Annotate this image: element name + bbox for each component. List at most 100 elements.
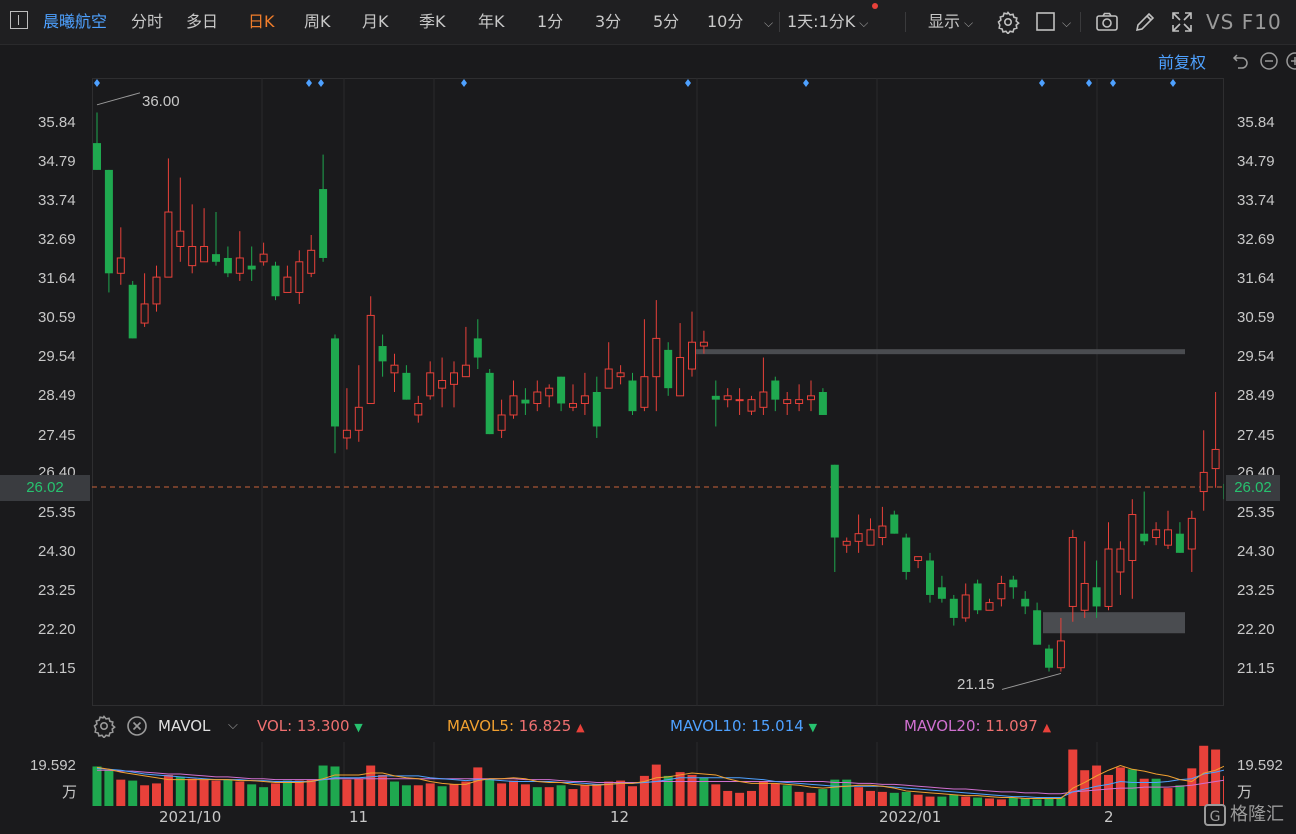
candle-body (271, 265, 280, 297)
period-more-chevron-icon[interactable]: ⌵ (764, 16, 774, 30)
tab-weekly-k[interactable]: 周K (304, 12, 331, 31)
kline-chart[interactable] (92, 78, 1224, 706)
volume-bar (866, 790, 875, 806)
zoom-out-icon[interactable] (1259, 51, 1279, 71)
chevron-down-icon: ⌵ (859, 16, 869, 30)
tab-1min[interactable]: 1分 (537, 12, 564, 31)
sidebar-toggle-icon[interactable] (10, 11, 28, 29)
volume-bar (901, 791, 911, 806)
tab-quarterly-k[interactable]: 季K (419, 12, 446, 31)
multi-period-label: 1天:1分K (787, 12, 856, 31)
tab-10min[interactable]: 10分 (707, 12, 744, 31)
notification-dot (872, 3, 878, 9)
volume-bar (104, 770, 114, 806)
volume-bar (473, 767, 483, 806)
display-label: 显示 (928, 12, 961, 31)
candle-body (1211, 448, 1220, 470)
event-marker-icon (306, 79, 312, 87)
volume-bar (747, 790, 756, 806)
candle-body (1128, 514, 1137, 561)
indicator-chevron-down-icon[interactable]: ⌵ (228, 718, 238, 733)
volume-bar (1199, 745, 1209, 806)
volume-bar (366, 765, 376, 806)
tab-duori[interactable]: 多日 (186, 12, 219, 31)
volume-bar (711, 784, 721, 806)
price-tick-label: 31.64 (38, 270, 76, 287)
candle-body (176, 230, 185, 247)
volume-bar (485, 778, 495, 806)
price-tick-label: 28.49 (38, 387, 76, 404)
kline-chart-frame[interactable] (92, 78, 1224, 706)
candle-body (295, 261, 304, 293)
candle-body (1187, 517, 1196, 550)
volume-bar (1211, 749, 1221, 806)
tab-fenshi[interactable]: 分时 (131, 12, 164, 31)
indicator-name[interactable]: MAVOL (158, 717, 211, 735)
volume-chart[interactable] (92, 742, 1224, 806)
price-tick-label: 25.35 (38, 504, 76, 521)
up-arrow-icon: ▲ (1042, 721, 1052, 734)
volume-bar (663, 775, 673, 806)
candle-body (807, 395, 815, 401)
candle-body (212, 254, 220, 262)
tab-daily-k[interactable]: 日K (248, 12, 275, 31)
mavol5-readout: MAVOL5: 16.825 ▲ (447, 710, 585, 742)
current-price-tag-left: 26.02 (0, 475, 90, 501)
camera-icon[interactable] (1095, 10, 1119, 34)
settings-gear-icon[interactable] (996, 10, 1020, 35)
display-dropdown[interactable]: 显示 ⌵ (928, 0, 973, 44)
candle-body (1104, 548, 1113, 607)
price-tick-label: 27.45 (1237, 427, 1275, 444)
candle-body (604, 368, 613, 389)
candle-body (902, 537, 911, 572)
volume-bar (818, 789, 828, 806)
volume-bar (175, 776, 185, 806)
multi-period-dropdown[interactable]: 1天:1分K ⌵ (787, 0, 868, 44)
stock-name[interactable]: 晨曦航空 (43, 12, 108, 31)
volume-bar (330, 766, 340, 806)
volume-bar (687, 774, 697, 806)
tab-5min[interactable]: 5分 (653, 12, 680, 31)
candle-body (545, 387, 554, 397)
volume-bar (223, 779, 233, 806)
gap-zone-upper (688, 349, 1185, 355)
mavol10-line (96, 767, 1224, 799)
indicator-settings-icon[interactable] (92, 714, 116, 739)
candle-body (1021, 598, 1030, 607)
volume-bar (163, 774, 173, 806)
candle-body (1033, 610, 1042, 645)
low-annotation-leader (1001, 672, 1062, 690)
tab-monthly-k[interactable]: 月K (362, 12, 389, 31)
tab-3min[interactable]: 3分 (595, 12, 622, 31)
volume-bar (568, 789, 578, 806)
candle-body (140, 303, 149, 324)
pencil-icon[interactable] (1133, 10, 1157, 34)
indicator-close-icon[interactable] (125, 714, 147, 736)
fuquan-toggle[interactable]: 前复权 (1158, 53, 1207, 72)
toolbar-divider (905, 12, 906, 32)
volume-bar (651, 764, 661, 806)
candle-body (1092, 587, 1101, 607)
candle-body (699, 341, 708, 347)
zoom-in-icon[interactable] (1285, 51, 1296, 71)
layout-square-icon[interactable] (1035, 10, 1059, 34)
chevron-down-icon[interactable]: ⌵ (1062, 16, 1072, 30)
candle-body (485, 372, 494, 435)
candle-body (580, 395, 589, 404)
volume-bar (199, 779, 209, 806)
candle-body (592, 392, 601, 427)
volume-bar (306, 779, 316, 806)
volume-bar (937, 796, 947, 806)
volume-bar (152, 783, 161, 806)
candle-body (235, 257, 244, 274)
vs-f10-button[interactable]: VS F10 (1206, 10, 1282, 34)
toolbar-divider (779, 12, 780, 32)
price-tick-label: 34.79 (38, 153, 76, 170)
volume-bar (378, 774, 388, 806)
tab-yearly-k[interactable]: 年K (478, 12, 505, 31)
fullscreen-icon[interactable] (1170, 10, 1194, 34)
volume-bar (544, 787, 554, 806)
undo-icon[interactable] (1231, 51, 1251, 71)
volume-bar (1115, 767, 1125, 806)
candle-body (402, 372, 411, 400)
